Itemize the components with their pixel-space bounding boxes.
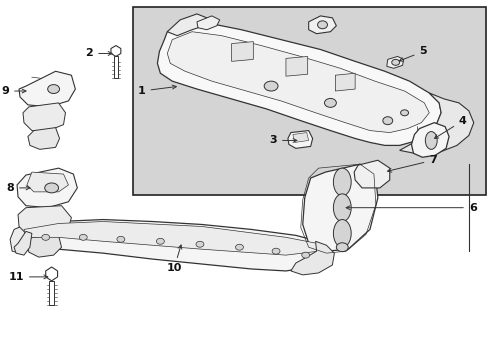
- Text: 11: 11: [8, 272, 48, 282]
- Polygon shape: [157, 22, 440, 145]
- Text: 8: 8: [6, 183, 30, 193]
- Polygon shape: [231, 42, 253, 61]
- Polygon shape: [45, 267, 58, 281]
- Bar: [49, 281, 54, 305]
- Ellipse shape: [41, 234, 50, 240]
- Ellipse shape: [333, 194, 350, 221]
- Ellipse shape: [333, 220, 350, 247]
- Polygon shape: [335, 73, 354, 91]
- Polygon shape: [22, 220, 325, 271]
- Ellipse shape: [235, 244, 243, 250]
- Polygon shape: [290, 241, 334, 275]
- Ellipse shape: [196, 241, 203, 247]
- Polygon shape: [410, 123, 448, 157]
- Ellipse shape: [425, 131, 436, 149]
- Polygon shape: [386, 57, 403, 68]
- Ellipse shape: [44, 183, 59, 193]
- Polygon shape: [167, 32, 428, 132]
- Polygon shape: [197, 16, 219, 30]
- Ellipse shape: [117, 237, 124, 242]
- Polygon shape: [111, 46, 121, 57]
- Polygon shape: [19, 71, 75, 107]
- Ellipse shape: [324, 98, 336, 107]
- Polygon shape: [10, 224, 34, 253]
- Text: 2: 2: [85, 49, 112, 58]
- Ellipse shape: [317, 21, 327, 29]
- Polygon shape: [28, 127, 60, 149]
- Polygon shape: [27, 235, 61, 257]
- Polygon shape: [399, 93, 473, 154]
- Bar: [132, 7, 485, 195]
- Ellipse shape: [271, 248, 280, 254]
- Text: 9: 9: [1, 86, 26, 96]
- Polygon shape: [24, 221, 318, 255]
- Polygon shape: [285, 57, 307, 76]
- Polygon shape: [14, 231, 32, 255]
- Ellipse shape: [79, 234, 87, 240]
- Ellipse shape: [333, 168, 350, 196]
- Polygon shape: [302, 164, 377, 251]
- Ellipse shape: [400, 110, 407, 116]
- Text: 6: 6: [346, 203, 476, 213]
- Text: 4: 4: [434, 116, 466, 138]
- Text: 7: 7: [387, 155, 436, 172]
- Text: 1: 1: [138, 85, 176, 96]
- Text: 5: 5: [399, 46, 426, 61]
- Ellipse shape: [391, 59, 399, 65]
- Bar: [114, 57, 118, 78]
- Text: 3: 3: [269, 135, 296, 145]
- Polygon shape: [308, 16, 336, 34]
- Ellipse shape: [336, 243, 347, 252]
- Ellipse shape: [48, 85, 60, 94]
- Ellipse shape: [264, 81, 278, 91]
- Ellipse shape: [382, 117, 392, 125]
- Ellipse shape: [301, 252, 309, 258]
- Polygon shape: [17, 168, 77, 208]
- Polygon shape: [353, 160, 389, 188]
- Ellipse shape: [156, 238, 164, 244]
- Polygon shape: [27, 172, 68, 192]
- Text: 10: 10: [166, 245, 182, 273]
- Polygon shape: [18, 206, 71, 237]
- Polygon shape: [167, 14, 209, 36]
- Polygon shape: [292, 132, 308, 143]
- Polygon shape: [23, 103, 65, 131]
- Polygon shape: [287, 131, 312, 148]
